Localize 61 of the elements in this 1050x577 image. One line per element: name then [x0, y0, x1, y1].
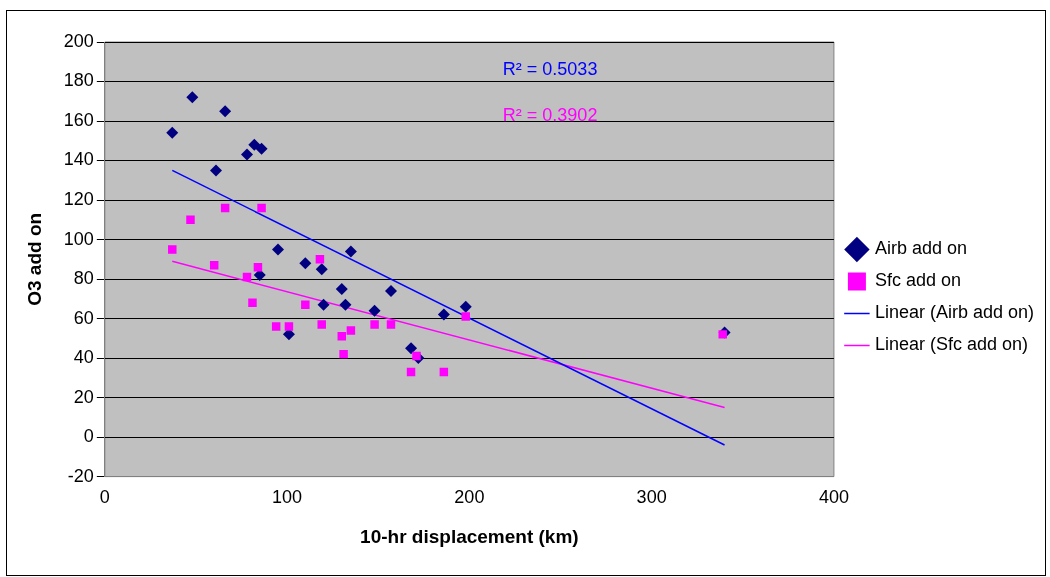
y-tick-label: 180	[63, 70, 94, 91]
point	[271, 322, 281, 331]
point	[437, 308, 450, 321]
point	[337, 332, 347, 341]
point	[186, 91, 199, 104]
y-tick-label: 20	[73, 386, 94, 407]
point	[301, 300, 310, 309]
y-tick-label: 140	[63, 149, 94, 170]
y-tick-label: 40	[73, 347, 94, 368]
legend-label: Linear (Sfc add on)	[874, 334, 1028, 355]
legend-label: Sfc add on	[874, 270, 961, 291]
annotation: R² = 0.5033	[502, 58, 598, 79]
x-tick-label: 0	[99, 487, 110, 508]
x-tick-label: 100	[272, 487, 303, 508]
y-tick-label: 0	[83, 426, 94, 447]
point	[386, 320, 396, 329]
point	[370, 320, 379, 329]
x-tick-label: 200	[454, 487, 485, 508]
point	[271, 243, 284, 256]
point	[210, 164, 223, 177]
point	[315, 255, 325, 264]
y-tick-label: 120	[63, 189, 94, 210]
point	[385, 284, 397, 297]
annotation: R² = 0.3902	[502, 104, 598, 125]
point	[339, 349, 348, 359]
y-tick-label: 160	[63, 109, 94, 130]
point	[186, 215, 195, 225]
point	[248, 138, 261, 151]
x-tick-label: 300	[636, 487, 667, 508]
y-tick-label: 100	[63, 228, 94, 249]
point	[368, 304, 381, 317]
point	[718, 330, 727, 339]
point	[335, 282, 348, 295]
point	[461, 312, 470, 321]
y-axis-title: O3 add on	[23, 212, 45, 306]
y-tick-label: 200	[63, 30, 94, 51]
point	[459, 300, 472, 313]
point	[248, 298, 257, 307]
point	[166, 126, 179, 139]
x-tick-label: 400	[818, 487, 849, 508]
point	[405, 342, 418, 355]
point	[299, 257, 312, 270]
point	[255, 142, 268, 155]
x-axis-title: 10-hr displacement (km)	[360, 525, 579, 547]
y-tick-label: 60	[73, 307, 94, 328]
point	[344, 245, 357, 258]
legend-label: Airb add on	[874, 238, 967, 259]
point	[339, 298, 352, 311]
y-tick-label: 80	[73, 268, 94, 289]
point	[412, 351, 421, 361]
point	[168, 245, 177, 254]
legend-label: Linear (Airb add on)	[874, 302, 1034, 323]
point	[241, 148, 253, 161]
y-tick-label: -20	[67, 465, 94, 486]
point	[284, 322, 294, 331]
point	[219, 105, 232, 118]
point	[257, 203, 266, 213]
point	[317, 298, 330, 311]
point	[315, 263, 328, 276]
point	[346, 326, 356, 335]
point	[317, 320, 326, 329]
